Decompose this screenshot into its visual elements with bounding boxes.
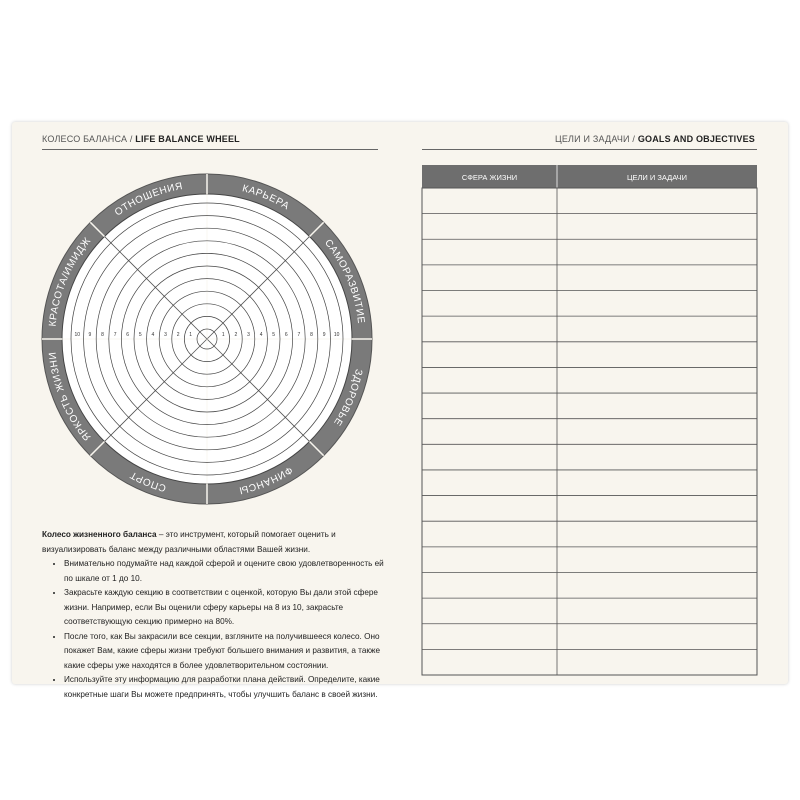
scale-label: 9 [89,332,92,338]
scale-label: 5 [272,332,275,338]
scale-label: 8 [101,332,104,338]
scale-label: 4 [152,332,155,338]
description: Колесо жизненного баланса – это инструме… [42,528,387,702]
table-header [422,165,757,188]
scale-label: 5 [139,332,142,338]
bullet: Используйте эту информацию для разработк… [64,673,387,702]
left-header: КОЛЕСО БАЛАНСА / LIFE BALANCE WHEEL [42,134,240,144]
scale-ring [196,328,218,350]
ring-divider [309,441,325,457]
scale-label: 8 [310,332,313,338]
scale-label: 1 [222,332,225,338]
scale-ring [171,303,243,375]
bullet-list: Внимательно подумайте над каждой сферой … [42,557,387,702]
scale-ring [83,215,331,463]
scale-ring [184,316,230,362]
scale-label: 10 [75,332,81,338]
scale-label: 3 [247,332,250,338]
lead-bold: Колесо жизненного баланса [42,530,157,539]
scale-ring [158,290,256,388]
bullet: Внимательно подумайте над каждой сферой … [64,557,387,586]
scale-ring [133,265,281,413]
ring-divider [89,441,105,457]
table-body [421,187,758,676]
sector-divider [90,222,208,340]
scale-ring [121,253,293,425]
sector-divider [206,338,324,456]
bullet: После того, как Вы закрасили все секции,… [64,630,387,674]
header-rule [42,149,378,150]
table-header-label: СФЕРА ЖИЗНИ [462,173,517,182]
scale-label: 9 [323,332,326,338]
lead: Колесо жизненного баланса – это инструме… [42,528,387,557]
scale-label: 2 [177,332,180,338]
scale-label: 10 [334,332,340,338]
header-ru: ЦЕЛИ И ЗАДАЧИ / [555,134,636,144]
scale-ring [95,227,319,451]
scale-label: 7 [298,332,301,338]
table-header-label: ЦЕЛИ И ЗАДАЧИ [627,173,687,182]
header-en: GOALS AND OBJECTIVES [637,134,755,144]
scale-label: 4 [260,332,263,338]
scale-label: 3 [164,332,167,338]
sector-divider [206,222,324,340]
header-ru: КОЛЕСО БАЛАНСА / [42,134,133,144]
bullet: Закрасьте каждую секцию в соответствии с… [64,586,387,630]
scale-ring [70,202,344,476]
ring-divider [309,221,325,237]
header-rule [422,149,757,150]
header-en: LIFE BALANCE WHEEL [135,134,240,144]
sector-divider [90,338,208,456]
scale-label: 1 [189,332,192,338]
scale-ring [146,278,268,400]
scale-label: 6 [126,332,129,338]
scale-label: 2 [235,332,238,338]
scale-label: 7 [114,332,117,338]
scale-ring [108,240,306,438]
ring-divider [89,221,105,237]
scale-label: 6 [285,332,288,338]
lead-text: – это инструмент, который помогает оцени… [42,530,336,554]
right-header: ЦЕЛИ И ЗАДАЧИ / GOALS AND OBJECTIVES [555,134,755,144]
